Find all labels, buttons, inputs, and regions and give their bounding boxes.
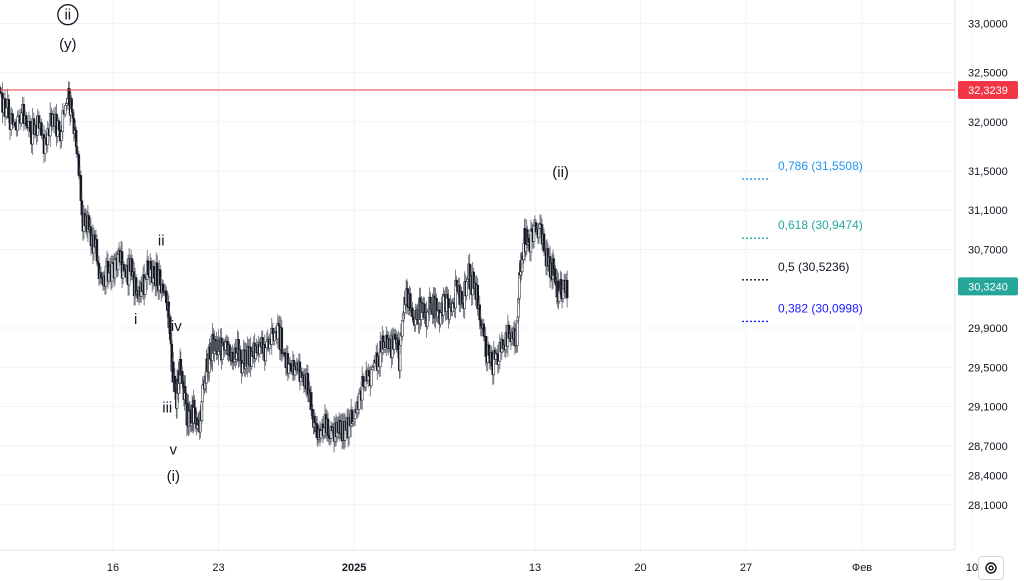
wave-label: iv xyxy=(171,318,182,335)
y-tick-label: 32,0000 xyxy=(968,117,1008,129)
wave-label: (y) xyxy=(59,36,77,53)
wave-label: ii xyxy=(64,7,71,24)
candle-body xyxy=(565,279,569,299)
x-tick-label: 23 xyxy=(212,562,224,574)
price-axis-badge xyxy=(958,81,1018,99)
candle-body xyxy=(16,116,19,131)
wave-circle xyxy=(57,4,79,26)
candle-body xyxy=(25,115,28,126)
price-scale[interactable]: 33,0000 32,5000 32,0000 31,5000 31,1000 30,70… xyxy=(968,19,1008,512)
fib-level-label: 0,382 (30,0998) xyxy=(778,301,863,315)
y-tick-label: 32,5000 xyxy=(968,68,1008,80)
chart-settings-button[interactable] xyxy=(978,556,1004,580)
y-tick-label: 30,7000 xyxy=(968,244,1008,256)
candle-body xyxy=(61,110,65,132)
time-scale[interactable]: 16 23 2025 13 20 27 Фев 10 xyxy=(107,562,978,574)
y-tick-label: 33,0000 xyxy=(968,19,1008,31)
price-axis-badge-label: 32,3239 xyxy=(968,85,1008,97)
price-axis-badge-label: 30,3240 xyxy=(968,281,1008,293)
fib-level-label: 0,786 (31,5508) xyxy=(778,159,863,173)
price-axis-badge xyxy=(958,277,1018,296)
wave-label: (i) xyxy=(167,468,180,485)
candle-body xyxy=(516,320,519,346)
x-tick-label: 20 xyxy=(634,562,646,574)
candle-body xyxy=(7,99,11,119)
candles xyxy=(0,81,569,453)
x-tick-label: 2025 xyxy=(342,562,366,574)
candle-body xyxy=(5,107,8,117)
x-tick-label: Фев xyxy=(852,562,872,574)
y-tick-label: 29,9000 xyxy=(968,323,1008,335)
candle-body xyxy=(20,112,23,124)
wave-label: v xyxy=(170,442,178,459)
y-tick-label: 28,4000 xyxy=(968,470,1008,482)
wave-label: iii xyxy=(162,399,172,416)
fib-levels: 0,786 (31,5508) 0,618 (30,9474) 0,5 (30,52… xyxy=(742,159,863,323)
y-tick-label: 28,1000 xyxy=(968,500,1008,512)
candle-body xyxy=(65,103,68,106)
y-tick-label: 29,1000 xyxy=(968,402,1008,414)
candle-body xyxy=(40,122,43,136)
x-tick-label: 13 xyxy=(529,562,541,574)
y-tick-label: 31,1000 xyxy=(968,205,1008,217)
candle-body xyxy=(13,121,17,127)
x-tick-label: 10 xyxy=(966,562,978,574)
candle-body xyxy=(64,105,67,115)
candle-body xyxy=(57,120,61,131)
wave-label: (ii) xyxy=(552,164,569,181)
fib-level-label: 0,5 (30,5236) xyxy=(778,260,849,274)
x-tick-label: 27 xyxy=(740,562,752,574)
fib-level-label: 0,618 (30,9474) xyxy=(778,218,863,232)
wave-label: i xyxy=(134,311,137,328)
candle-body xyxy=(60,131,63,142)
x-tick-label: 16 xyxy=(107,562,119,574)
candle-body xyxy=(28,121,32,132)
price-lines: 32,3239 30,3240 xyxy=(0,81,1018,296)
wave-label: ii xyxy=(158,233,165,250)
gear-icon xyxy=(985,562,997,574)
y-tick-label: 29,5000 xyxy=(968,362,1008,374)
y-tick-label: 31,5000 xyxy=(968,166,1008,178)
y-tick-label: 28,7000 xyxy=(968,441,1008,453)
